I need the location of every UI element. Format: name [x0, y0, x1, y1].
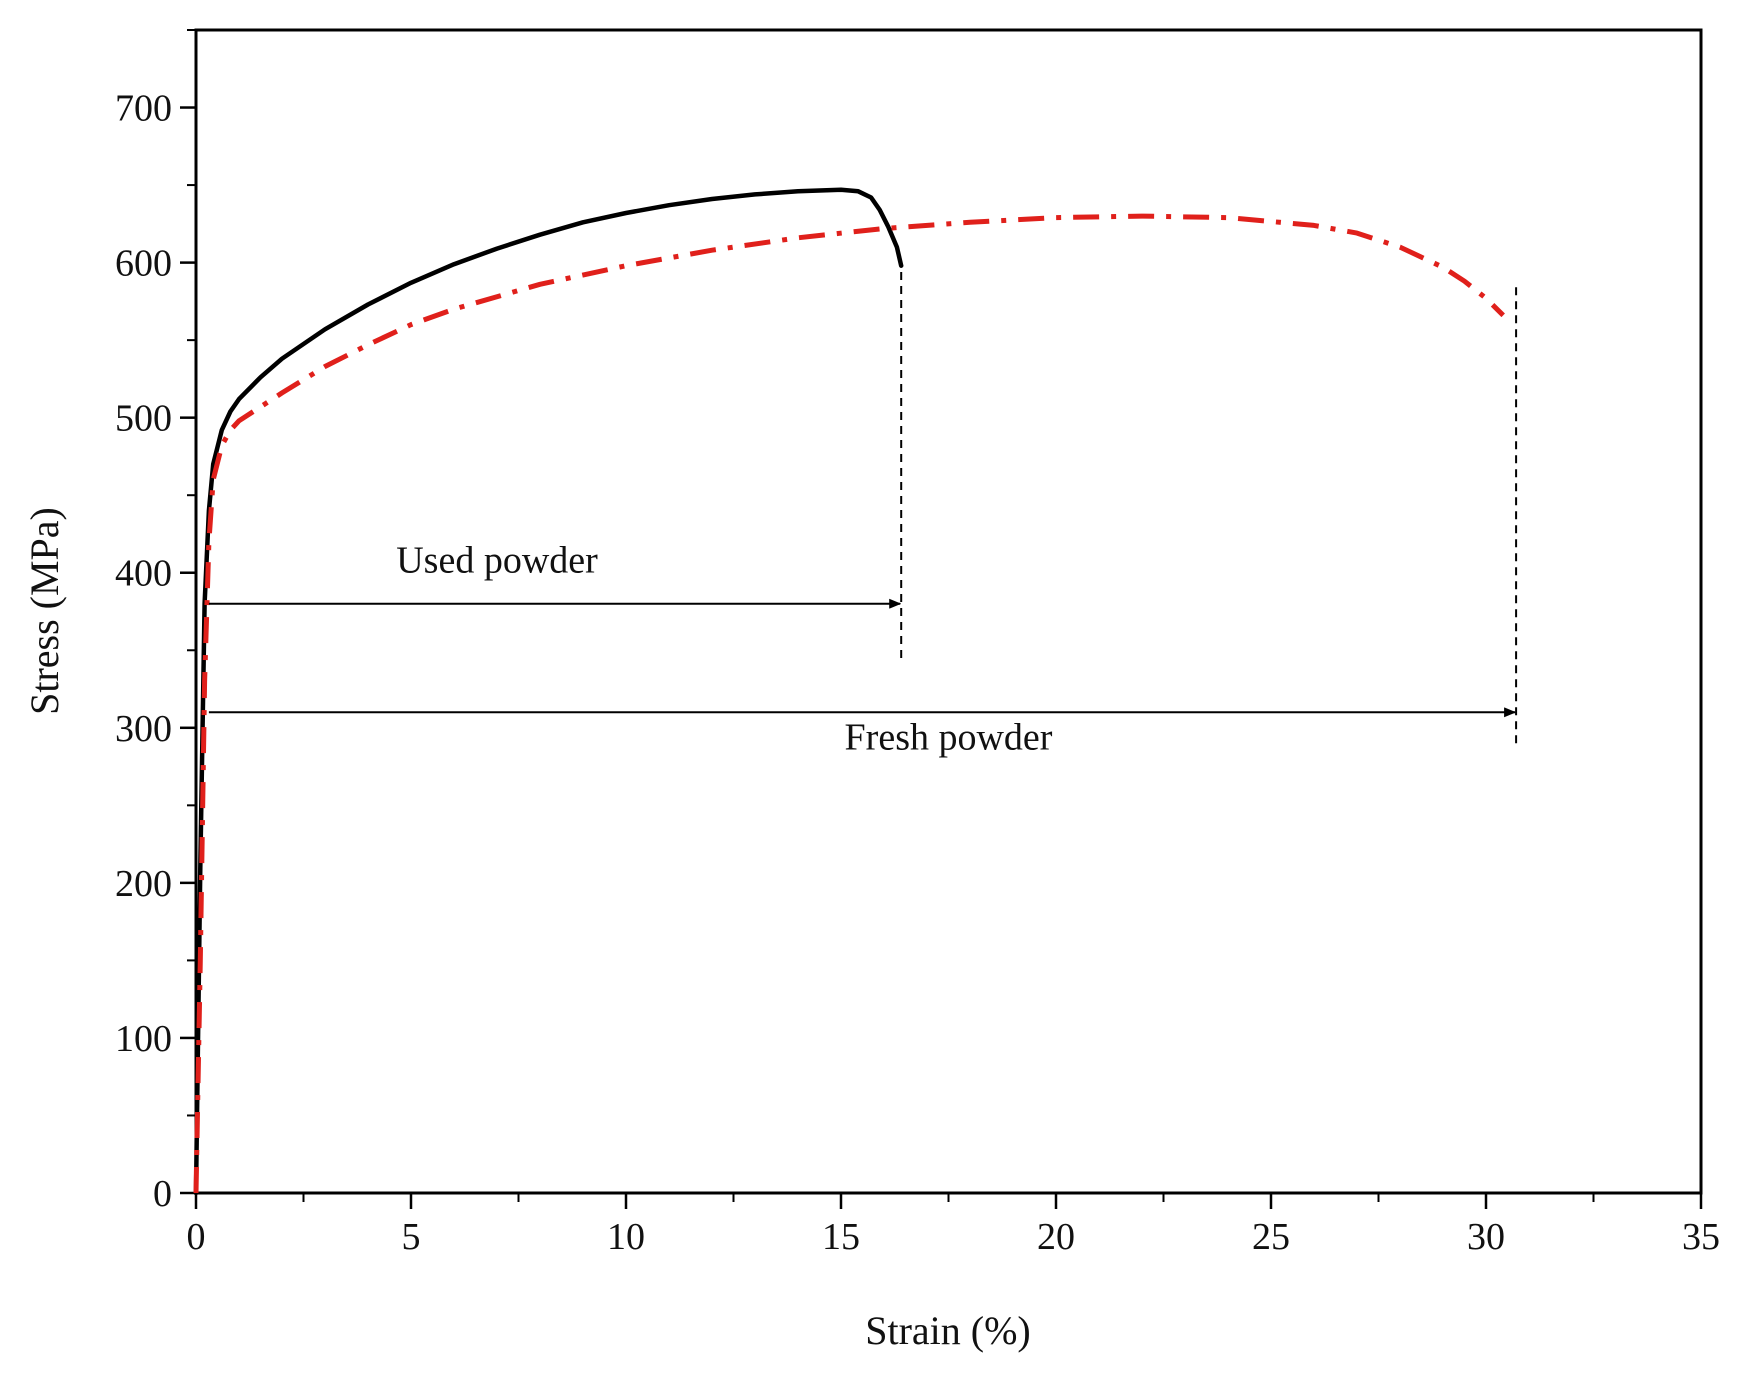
axis-ticks: 0 5 10 15 20 25 30 35 0 100 200 300 400 500 600 700 [115, 29, 1720, 1258]
x-tick-label: 5 [402, 1216, 421, 1258]
x-tick-label: 30 [1467, 1216, 1505, 1258]
y-tick-label: 600 [115, 243, 172, 285]
annotation-label: Used powder [396, 540, 598, 582]
y-tick-label: 100 [115, 1018, 172, 1060]
series-line-2 [193, 213, 1505, 1194]
x-axis-title: Strain (%) [865, 1308, 1031, 1353]
plot-frame [194, 28, 1703, 1195]
y-tick-label: 200 [115, 863, 172, 905]
y-tick-label: 700 [115, 88, 172, 130]
series-line-1 [193, 187, 904, 1196]
x-tick-label: 10 [607, 1216, 645, 1258]
x-tick-label: 0 [187, 1216, 206, 1258]
annotations: Used powder Fresh powder [208, 540, 1517, 759]
y-tick-label: 300 [115, 708, 172, 750]
x-tick-label: 35 [1682, 1216, 1720, 1258]
x-tick-label: 15 [822, 1216, 860, 1258]
y-tick-label: 400 [115, 553, 172, 595]
reference-lines [900, 262, 1518, 744]
x-tick-label: 25 [1252, 1216, 1290, 1258]
annotation-label: Fresh powder [845, 717, 1053, 759]
y-axis-title: Stress (MPa) [22, 507, 67, 715]
y-tick-label: 500 [115, 398, 172, 440]
x-tick-label: 20 [1037, 1216, 1075, 1258]
data-series [193, 187, 1505, 1196]
y-tick-label: 0 [153, 1173, 172, 1215]
